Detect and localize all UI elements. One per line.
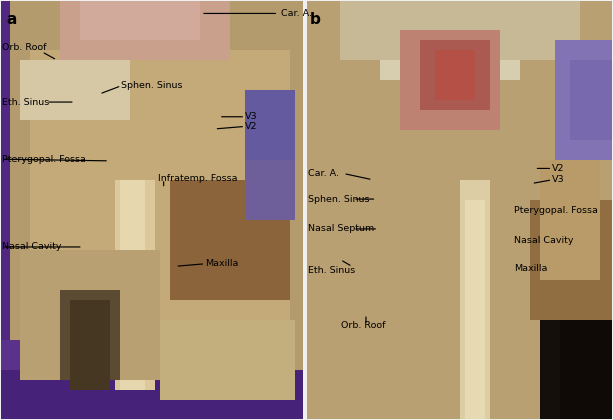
Text: Maxilla: Maxilla [205, 259, 238, 268]
Text: Car. A.: Car. A. [308, 169, 340, 178]
Text: Eth. Sinus: Eth. Sinus [2, 97, 49, 107]
Text: Sphen. Sinus: Sphen. Sinus [121, 81, 183, 90]
Text: V2: V2 [245, 122, 257, 131]
Text: Infratemp. Fossa: Infratemp. Fossa [158, 174, 237, 184]
Text: V3: V3 [552, 175, 565, 184]
Text: Nasal Cavity: Nasal Cavity [2, 242, 61, 252]
Text: Orb. Roof: Orb. Roof [2, 43, 47, 52]
Text: Nasal Septum: Nasal Septum [308, 224, 375, 234]
Text: a: a [6, 12, 17, 27]
Text: Pterygopal. Fossa: Pterygopal. Fossa [2, 155, 86, 164]
Text: b: b [310, 12, 321, 27]
Text: V2: V2 [552, 164, 565, 173]
Text: Pterygopal. Fossa: Pterygopal. Fossa [514, 206, 598, 215]
Text: Sphen. Sinus: Sphen. Sinus [308, 194, 370, 204]
Text: Car. A.: Car. A. [281, 9, 312, 18]
Text: V3: V3 [245, 112, 258, 121]
Text: Orb. Roof: Orb. Roof [341, 320, 386, 330]
Text: Nasal Cavity: Nasal Cavity [514, 236, 573, 245]
Text: Maxilla: Maxilla [514, 264, 547, 273]
Text: Eth. Sinus: Eth. Sinus [308, 265, 356, 275]
